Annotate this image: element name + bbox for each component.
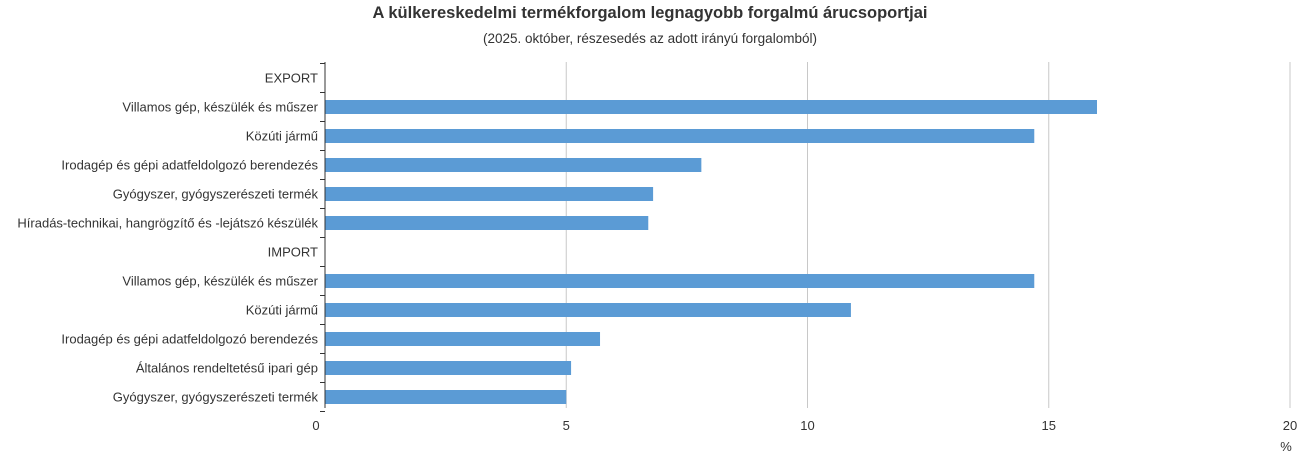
category-label: IMPORT (268, 245, 318, 260)
category-label: Irodagép és gépi adatfeldolgozó berendez… (61, 332, 318, 347)
bar (325, 361, 572, 375)
category-label: Híradás-technikai, hangrögzítő és -leját… (17, 216, 318, 231)
x-tick-label: 10 (800, 418, 814, 433)
chart-title: A külkereskedelmi termékforgalom legnagy… (372, 4, 928, 22)
bar (325, 158, 702, 172)
category-label: Gyógyszer, gyógyszerészeti termék (113, 390, 319, 405)
category-label: Villamos gép, készülék és műszer (122, 274, 318, 289)
category-label: Irodagép és gépi adatfeldolgozó berendez… (61, 158, 318, 173)
bar (325, 216, 649, 230)
chart-subtitle: (2025. október, részesedés az adott irán… (483, 31, 817, 46)
x-tick-label: 15 (1042, 418, 1056, 433)
category-label: Gyógyszer, gyógyszerészeti termék (113, 187, 319, 202)
bar (325, 100, 1097, 114)
bar (325, 129, 1035, 143)
category-labels: 0 5 10 15 20% EXPORT Villamos gép, készülék és… (17, 71, 1297, 455)
category-label: Közúti jármű (246, 303, 318, 318)
bar (325, 187, 654, 201)
x-tick-label: 20 (1283, 418, 1297, 433)
bar (325, 303, 851, 317)
gridlines (565, 62, 1291, 408)
category-label: EXPORT (265, 71, 318, 86)
bars (325, 100, 1097, 404)
category-label: Villamos gép, készülék és műszer (122, 100, 318, 115)
category-label: Általános rendeltetésű ipari gép (136, 361, 318, 376)
category-label: Közúti jármű (246, 129, 318, 144)
x-axis-unit-label: % (1280, 439, 1292, 454)
bar (325, 390, 567, 404)
x-tick-label: 0 (312, 418, 319, 433)
bar (325, 332, 601, 346)
x-tick-label: 5 (563, 418, 570, 433)
axes (320, 62, 326, 412)
bar (325, 274, 1035, 288)
